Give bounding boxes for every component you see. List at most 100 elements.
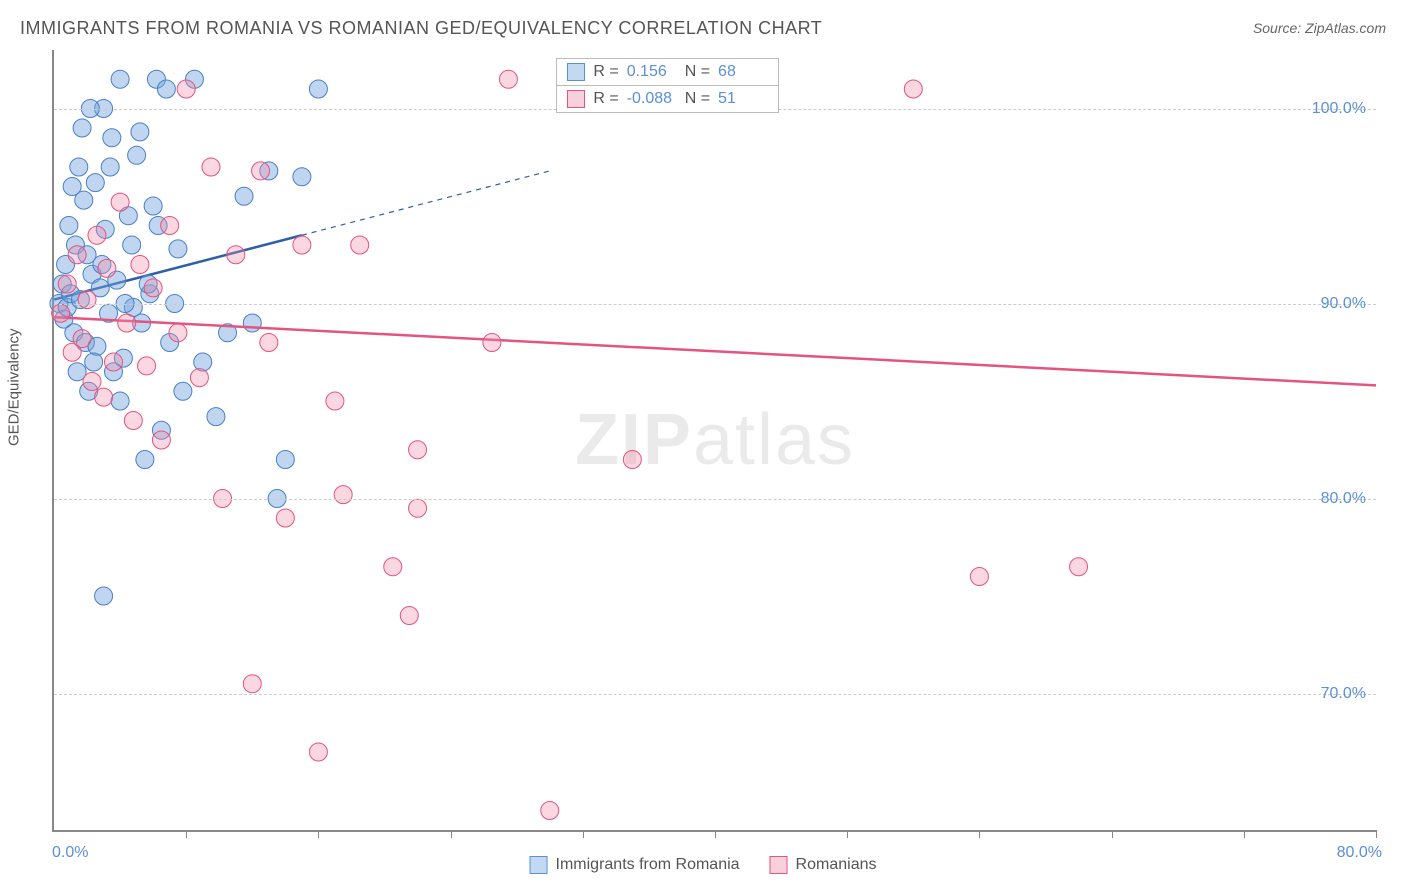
scatter-point	[73, 119, 91, 137]
scatter-point	[169, 324, 187, 342]
scatter-svg	[54, 50, 1376, 830]
chart-title: IMMIGRANTS FROM ROMANIA VS ROMANIAN GED/…	[20, 18, 822, 39]
stats-n-value: 68	[718, 63, 768, 81]
legend-swatch-romanians	[770, 856, 788, 874]
scatter-point	[169, 240, 187, 258]
stats-row: R =-0.088N =51	[557, 86, 778, 112]
scatter-point	[128, 146, 146, 164]
x-tick	[1376, 830, 1377, 838]
scatter-point	[111, 193, 129, 211]
scatter-point	[83, 373, 101, 391]
x-tick	[186, 830, 187, 838]
stats-swatch	[567, 90, 585, 108]
y-tick-label: 80.0%	[1321, 490, 1366, 508]
scatter-point	[144, 279, 162, 297]
scatter-point	[60, 217, 78, 235]
correlation-stats-box: R = 0.156 N = 68R = -0.088 N = 51	[556, 58, 779, 113]
scatter-point	[243, 675, 261, 693]
scatter-point	[541, 802, 559, 820]
scatter-point	[400, 607, 418, 625]
scatter-point	[52, 304, 70, 322]
stats-row: R = 0.156 N = 68	[557, 59, 778, 86]
scatter-point	[276, 451, 294, 469]
x-tick	[715, 830, 716, 838]
x-tick	[451, 830, 452, 838]
x-tick	[1112, 830, 1113, 838]
scatter-point	[144, 197, 162, 215]
scatter-point	[95, 388, 113, 406]
y-axis-label: GED/Equivalency	[6, 328, 23, 446]
grid-line	[54, 694, 1376, 695]
stats-n-label: N =	[685, 63, 710, 81]
scatter-point	[124, 412, 142, 430]
scatter-point	[235, 187, 253, 205]
scatter-point	[118, 314, 136, 332]
x-tick	[1244, 830, 1245, 838]
scatter-point	[98, 259, 116, 277]
scatter-point	[111, 70, 129, 88]
scatter-point	[103, 129, 121, 147]
stats-r-label: R =	[593, 63, 618, 81]
scatter-point	[157, 80, 175, 98]
scatter-point	[326, 392, 344, 410]
scatter-point	[123, 236, 141, 254]
legend-label-romanians: Romanians	[796, 856, 877, 874]
scatter-point	[78, 291, 96, 309]
scatter-point	[101, 158, 119, 176]
scatter-point	[309, 743, 327, 761]
scatter-point	[499, 70, 517, 88]
chart-plot-area: ZIPatlas R =0.156N =68R =-0.088N =51 70.…	[52, 50, 1376, 832]
x-axis-end-label: 80.0%	[1337, 844, 1382, 862]
scatter-point	[75, 191, 93, 209]
scatter-point	[174, 382, 192, 400]
scatter-point	[95, 587, 113, 605]
x-tick	[979, 830, 980, 838]
scatter-point	[970, 568, 988, 586]
scatter-point	[904, 80, 922, 98]
trend-line-dashed	[302, 171, 550, 235]
legend: Immigrants from Romania Romanians	[530, 856, 877, 874]
grid-line	[54, 499, 1376, 500]
scatter-point	[384, 558, 402, 576]
x-tick	[847, 830, 848, 838]
scatter-point	[1070, 558, 1088, 576]
scatter-point	[88, 226, 106, 244]
stats-r-value: -0.088	[627, 90, 677, 108]
scatter-point	[207, 408, 225, 426]
stats-n-value: 51	[718, 90, 768, 108]
scatter-point	[70, 158, 88, 176]
scatter-point	[483, 334, 501, 352]
scatter-point	[86, 174, 104, 192]
scatter-point	[276, 509, 294, 527]
scatter-point	[334, 486, 352, 504]
legend-label-immigrants: Immigrants from Romania	[556, 856, 740, 874]
x-tick	[583, 830, 584, 838]
y-tick-label: 90.0%	[1321, 295, 1366, 313]
scatter-point	[131, 123, 149, 141]
y-tick-label: 100.0%	[1312, 100, 1366, 118]
scatter-point	[161, 217, 179, 235]
scatter-point	[138, 357, 156, 375]
trend-line	[54, 317, 1376, 385]
stats-swatch	[567, 63, 585, 81]
stats-n-label: N =	[685, 90, 710, 108]
scatter-point	[202, 158, 220, 176]
legend-swatch-immigrants	[530, 856, 548, 874]
scatter-point	[152, 431, 170, 449]
scatter-point	[177, 80, 195, 98]
scatter-point	[85, 353, 103, 371]
scatter-point	[293, 236, 311, 254]
scatter-point	[309, 80, 327, 98]
scatter-point	[73, 330, 91, 348]
x-tick	[318, 830, 319, 838]
scatter-point	[68, 246, 86, 264]
y-tick-label: 70.0%	[1321, 685, 1366, 703]
stats-r-value: 0.156	[627, 63, 677, 81]
scatter-point	[252, 162, 270, 180]
scatter-point	[260, 334, 278, 352]
scatter-point	[623, 451, 641, 469]
scatter-point	[111, 392, 129, 410]
scatter-point	[136, 451, 154, 469]
scatter-point	[227, 246, 245, 264]
scatter-point	[351, 236, 369, 254]
